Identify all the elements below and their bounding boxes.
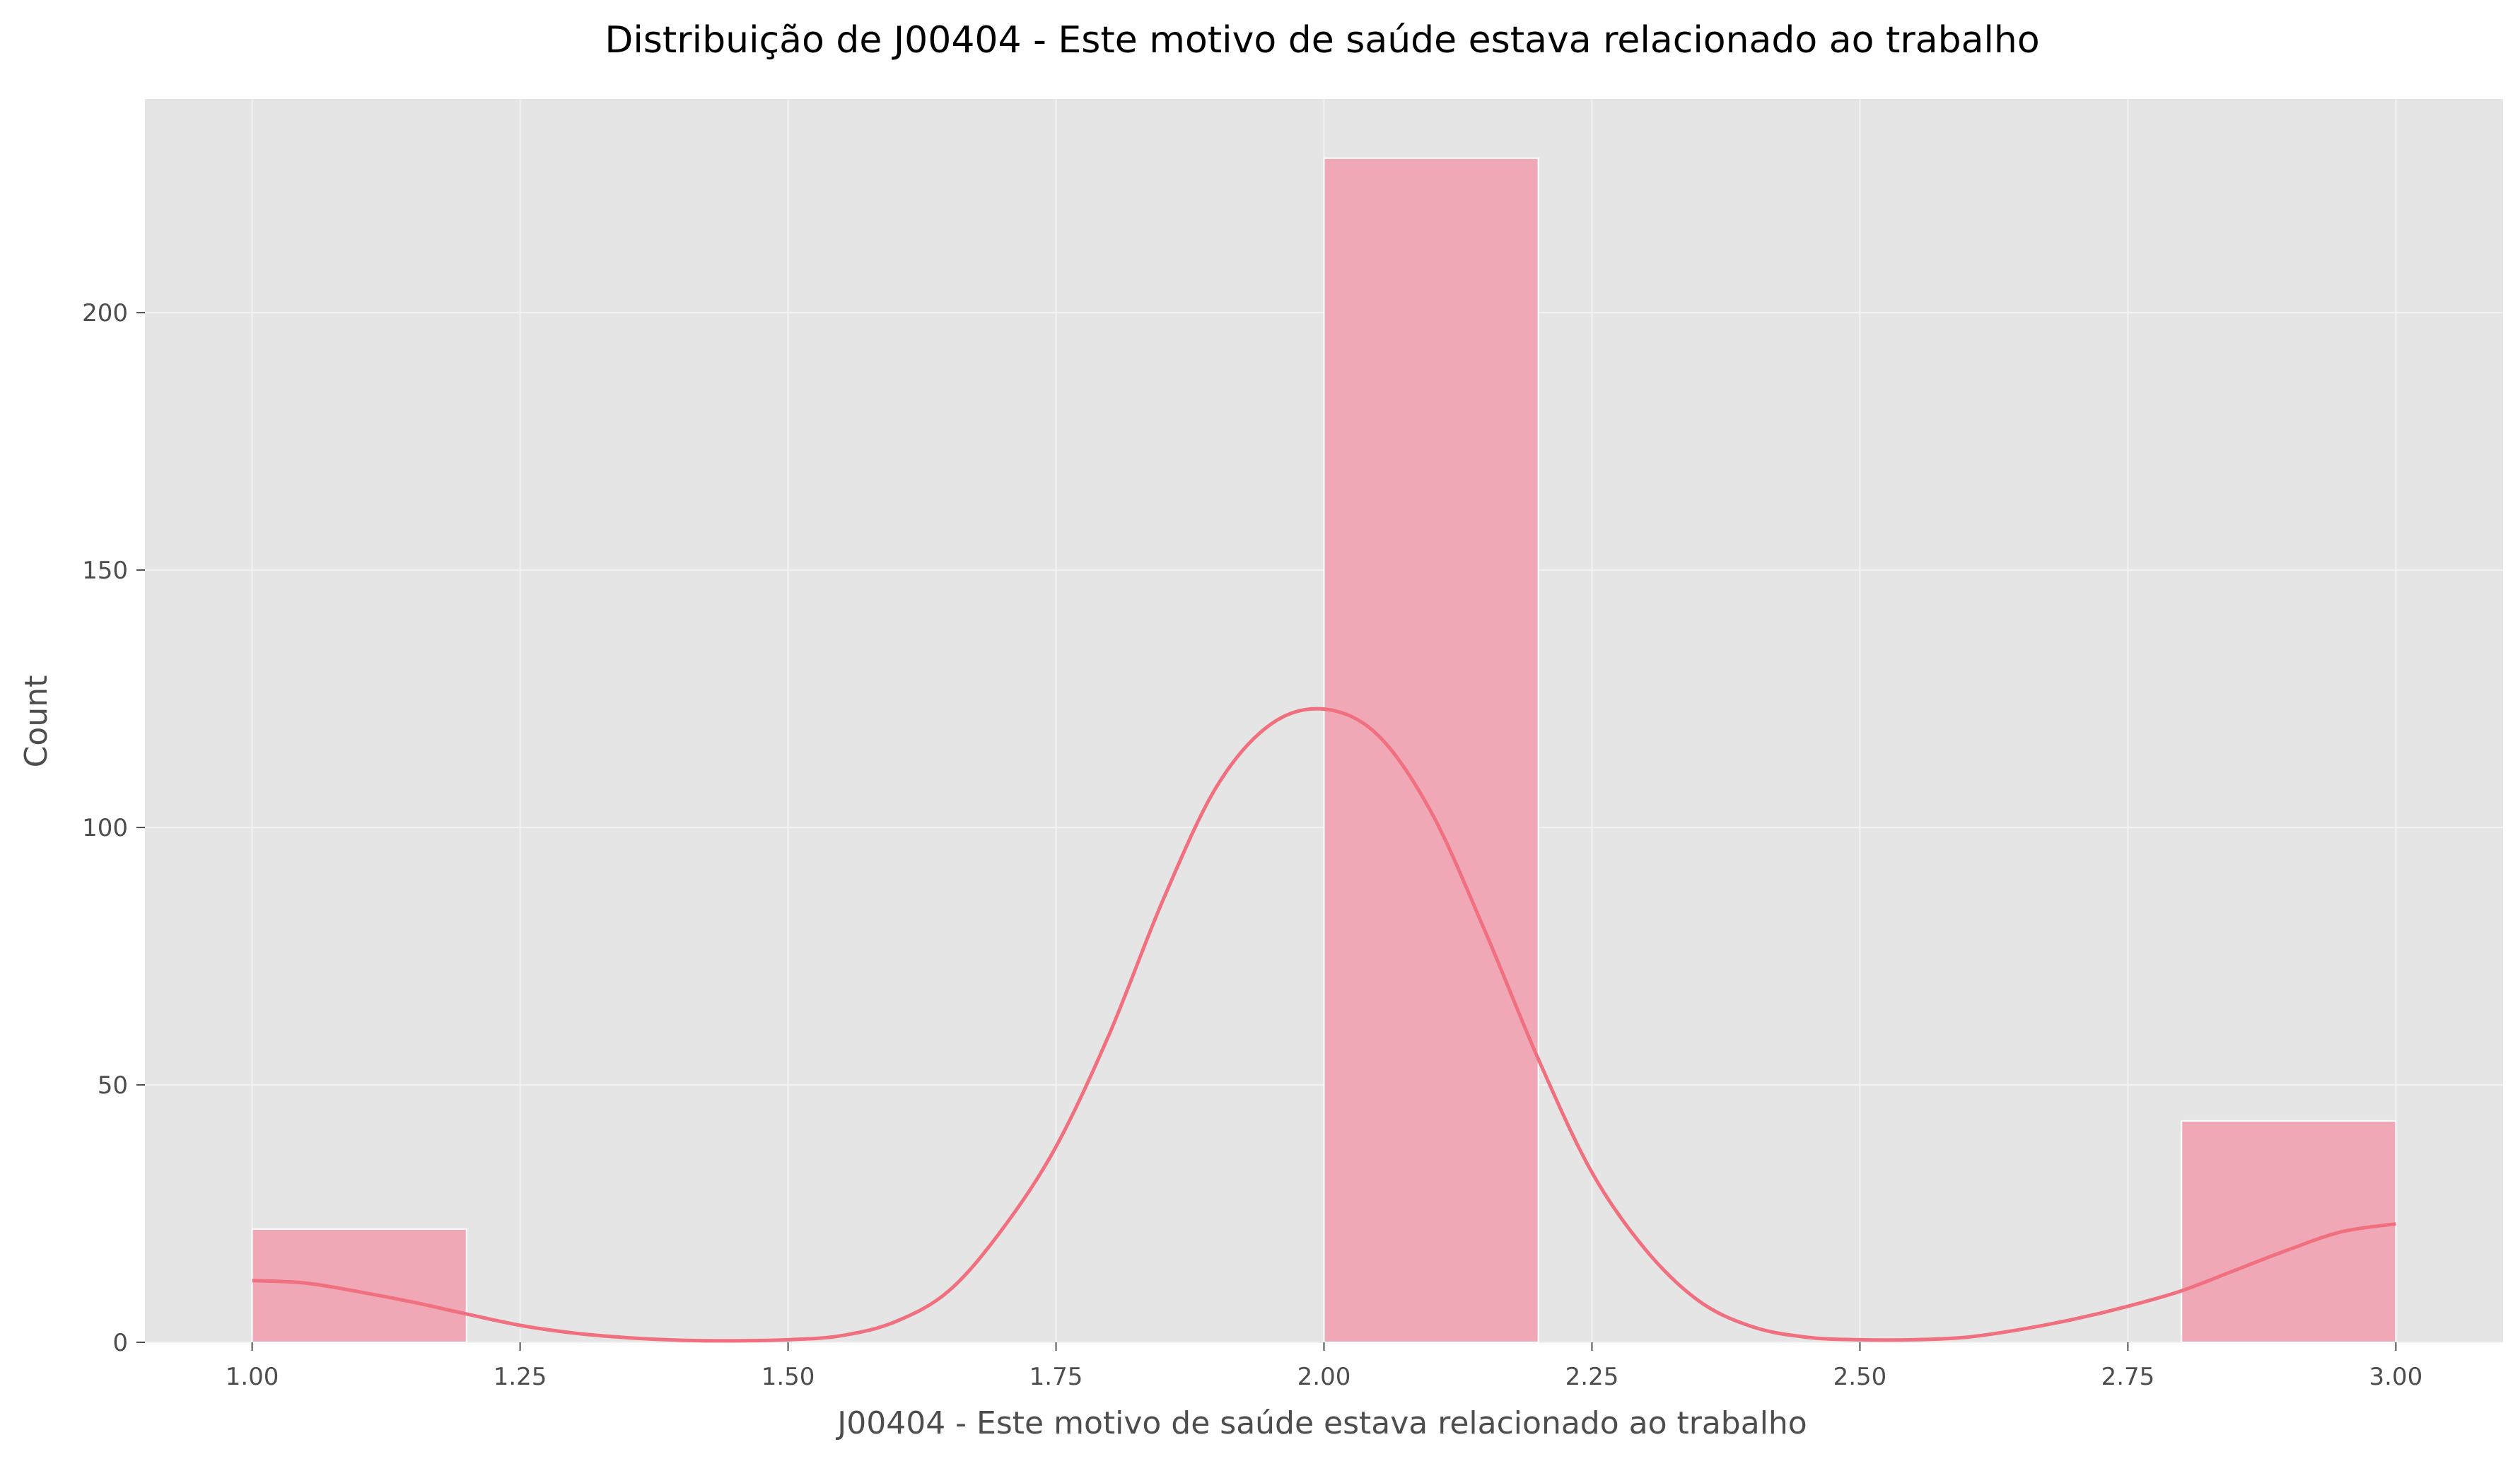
y-tick-label-1: 50 [98,1071,128,1100]
x-tick-label-0: 1.00 [226,1363,279,1391]
y-axis-label: Count [18,675,54,768]
y-tick-label-2: 100 [82,814,128,842]
x-tick-label-3: 1.75 [1029,1363,1083,1391]
x-tick-label-6: 2.50 [1833,1363,1887,1391]
y-tick-labels: 0 50 100 150 200 [82,299,128,1357]
bar-0 [251,1228,467,1344]
y-tick-label-0: 0 [112,1329,128,1357]
x-tick-label-2: 1.50 [762,1363,815,1391]
chart-title: Distribuição de J00404 - Este motivo de … [605,19,2039,62]
x-tick-label-7: 2.75 [2101,1363,2155,1391]
x-tick-label-5: 2.25 [1565,1363,1619,1391]
x-axis-label: J00404 - Este motivo de saúde estava rel… [835,1405,1807,1441]
axis-ticks [136,312,2397,1351]
x-tick-label-4: 2.00 [1297,1363,1351,1391]
x-tick-labels: 1.00 1.25 1.50 1.75 2.00 2.25 2.50 2.75 3.00 [226,1363,2423,1391]
x-tick-label-8: 3.00 [2369,1363,2423,1391]
histogram-bars [251,157,2397,1344]
y-tick-label-4: 200 [82,299,128,327]
bar-2 [2181,1120,2397,1343]
bar-1 [1323,157,1539,1344]
x-tick-label-1: 1.25 [494,1363,547,1391]
kde-curve [252,707,2396,1343]
y-tick-label-3: 150 [82,557,128,585]
